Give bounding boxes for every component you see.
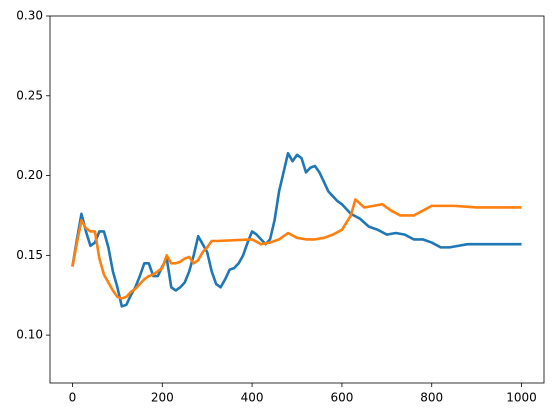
line-series <box>71 151 522 308</box>
line-series <box>71 198 522 300</box>
x-tick-label: 600 <box>330 391 353 405</box>
y-tick-label: 0.15 <box>16 248 43 262</box>
y-tick-label: 0.25 <box>16 88 43 102</box>
y-tick-label: 0.10 <box>16 328 43 342</box>
y-tick-label: 0.30 <box>16 9 43 23</box>
x-tick-label: 800 <box>420 391 443 405</box>
y-tick-label: 0.20 <box>16 168 43 182</box>
plot-frame <box>49 15 545 384</box>
x-tick-label: 0 <box>69 391 77 405</box>
x-tick-label: 1000 <box>506 391 537 405</box>
x-tick-label: 200 <box>151 391 174 405</box>
x-tick-label: 400 <box>241 391 264 405</box>
